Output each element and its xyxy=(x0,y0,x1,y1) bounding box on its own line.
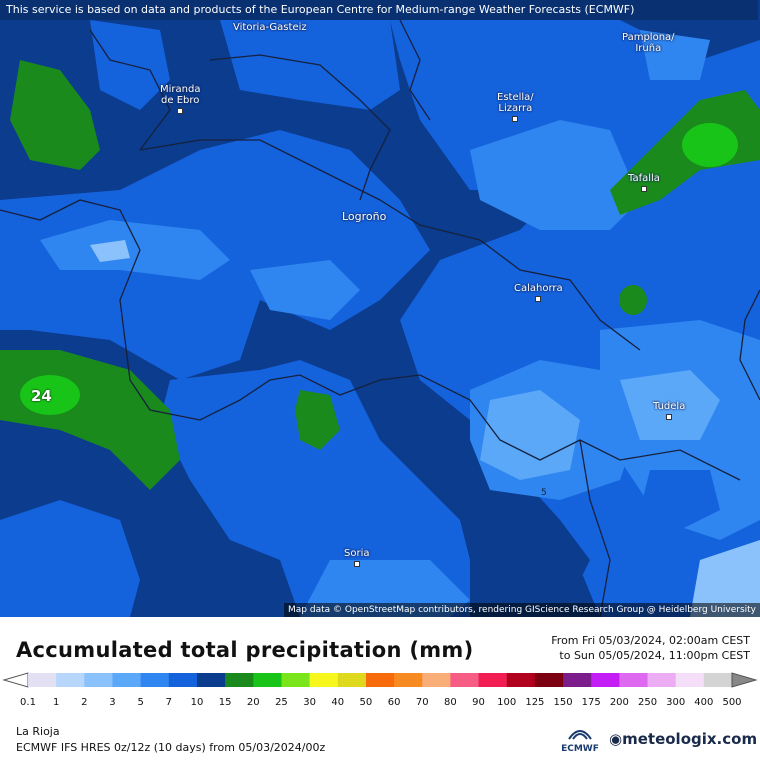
precipitation-field xyxy=(0,19,760,617)
scale-swatch xyxy=(84,673,113,687)
time-range-to: to Sun 05/05/2024, 11:00pm CEST xyxy=(559,649,750,662)
precipitation-map[interactable]: This service is based on data and produc… xyxy=(0,0,760,617)
ecmwf-logo: ECMWF xyxy=(560,727,600,754)
scale-swatch xyxy=(534,673,564,687)
scale-swatch xyxy=(647,673,677,687)
scale-tick-label: 25 xyxy=(275,697,288,708)
city-label: Calahorra xyxy=(514,283,563,294)
scale-tick-label: 20 xyxy=(246,697,260,708)
scale-tick-label: 300 xyxy=(666,697,686,708)
brand-icon: ◉ xyxy=(609,730,623,748)
city-marker-icon xyxy=(535,296,542,302)
scale-swatch xyxy=(422,673,451,687)
city-marker-icon xyxy=(177,108,184,114)
city-calahorra[interactable]: Calahorra xyxy=(514,283,563,302)
city-soria[interactable]: Soria xyxy=(344,548,369,567)
scale-swatch xyxy=(703,673,733,687)
city-label: Miranda de Ebro xyxy=(160,84,201,106)
scale-swatch xyxy=(506,673,536,687)
scale-tick-label: 175 xyxy=(581,697,601,708)
scale-swatch xyxy=(478,673,508,687)
scale-swatch xyxy=(591,673,620,687)
region-label: La Rioja xyxy=(16,725,60,738)
scale-swatch xyxy=(337,673,367,687)
data-source-note: This service is based on data and produc… xyxy=(0,0,758,20)
color-scale-ticks: 0.1 1 2 3 5 7 10 15 20 25 30 40 50 60 70 80 90 100 125 150 1… xyxy=(0,697,760,711)
city-tudela[interactable]: Tudela xyxy=(653,401,685,420)
scale-swatch xyxy=(140,673,170,687)
scale-tick-label: 60 xyxy=(387,697,401,708)
scale-tick-label: 15 xyxy=(218,697,232,708)
scale-tick-label: 70 xyxy=(415,697,429,708)
city-label: Estella/ Lizarra xyxy=(497,92,534,114)
city-label: Vitoria-Gasteiz xyxy=(233,22,307,33)
city-label: Pamplona/ Iruña xyxy=(622,32,675,54)
scale-swatch xyxy=(28,673,57,687)
scale-swatch xyxy=(281,673,311,687)
city-estella[interactable]: Estella/ Lizarra xyxy=(497,92,534,122)
scale-tick-label: 5 xyxy=(137,697,144,708)
city-label: Logroño xyxy=(342,210,387,223)
ecmwf-globe-icon xyxy=(568,730,592,740)
scale-swatch xyxy=(112,673,142,687)
min-value-label: 5 xyxy=(541,488,547,498)
scale-swatch xyxy=(450,673,480,687)
scale-swatch xyxy=(168,673,198,687)
city-tafalla[interactable]: Tafalla xyxy=(628,173,660,192)
city-vitoria-gasteiz[interactable]: Vitoria-Gasteiz xyxy=(233,22,307,33)
brand-name: meteologix.com xyxy=(622,730,758,748)
scale-swatch xyxy=(394,673,423,687)
scale-max-arrow xyxy=(731,672,758,688)
scale-tick-label: 100 xyxy=(497,697,517,708)
model-info: ECMWF IFS HRES 0z/12z (10 days) from 05/… xyxy=(16,741,326,754)
legend-title: Accumulated total precipitation (mm) xyxy=(16,638,474,662)
scale-tick-label: 50 xyxy=(359,697,373,708)
scale-min-arrow xyxy=(2,672,29,688)
scale-swatch xyxy=(675,673,705,687)
max-value-label: 24 xyxy=(31,387,52,405)
map-attribution: Map data © OpenStreetMap contributors, r… xyxy=(284,603,760,617)
city-marker-icon xyxy=(666,414,673,420)
scale-tick-label: 400 xyxy=(694,697,714,708)
brand-logo[interactable]: ◉meteologix.com xyxy=(609,730,757,748)
scale-tick-label: 90 xyxy=(472,697,485,708)
scale-swatch xyxy=(225,673,254,687)
scale-tick-label: 150 xyxy=(553,697,573,708)
scale-tick-label: 3 xyxy=(109,697,116,708)
scale-tick-label: 125 xyxy=(525,697,545,708)
ecmwf-logo-text: ECMWF xyxy=(561,744,599,754)
scale-swatch xyxy=(253,673,282,687)
scale-tick-label: 0.1 xyxy=(20,697,36,708)
city-logrono[interactable]: Logroño xyxy=(342,211,386,222)
scale-tick-label: 80 xyxy=(444,697,457,708)
scale-swatch xyxy=(56,673,85,687)
scale-tick-label: 7 xyxy=(165,697,172,708)
scale-tick-label: 2 xyxy=(81,697,88,708)
scale-tick-label: 250 xyxy=(637,697,658,708)
scale-tick-label: 40 xyxy=(331,697,345,708)
scale-tick-label: 30 xyxy=(303,697,316,708)
scale-tick-label: 200 xyxy=(609,697,629,708)
color-scale-bar xyxy=(2,672,758,688)
scale-swatch xyxy=(309,673,339,687)
city-pamplona[interactable]: Pamplona/ Iruña xyxy=(622,32,675,54)
city-label: Tafalla xyxy=(628,173,660,184)
city-marker-icon xyxy=(353,561,360,567)
scale-tick-label: 10 xyxy=(190,697,204,708)
city-marker-icon xyxy=(640,186,647,192)
city-marker-icon xyxy=(512,116,519,122)
scale-tick-label: 500 xyxy=(722,697,742,708)
scale-swatch xyxy=(365,673,395,687)
time-range-from: From Fri 05/03/2024, 02:00am CEST xyxy=(551,634,750,647)
city-label: Tudela xyxy=(653,401,686,412)
scale-swatch xyxy=(619,673,649,687)
city-miranda-de-ebro[interactable]: Miranda de Ebro xyxy=(160,84,200,114)
scale-swatch xyxy=(563,673,592,687)
scale-swatch xyxy=(196,673,226,687)
scale-tick-label: 1 xyxy=(52,697,60,708)
city-label: Soria xyxy=(344,548,370,559)
